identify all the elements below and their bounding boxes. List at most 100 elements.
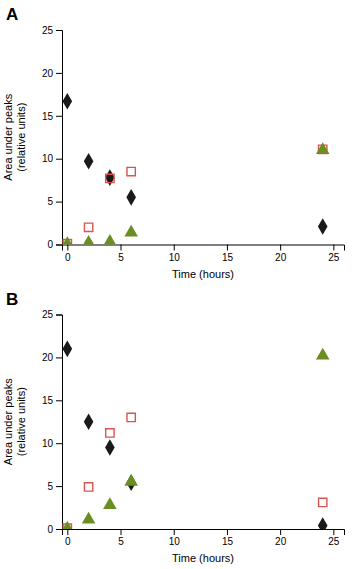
panel: 05101520250510152025Time (hours)Area und…	[2, 290, 345, 565]
panel-label: B	[6, 290, 18, 309]
y-tick: 25	[42, 25, 62, 36]
panel-label: A	[6, 5, 18, 24]
point	[84, 483, 92, 491]
point	[84, 413, 94, 430]
x-tick: 0	[65, 529, 71, 547]
x-tick-mark	[121, 529, 122, 535]
x-tick: 15	[222, 529, 234, 547]
x-tick-mark	[227, 529, 228, 535]
background	[0, 0, 358, 569]
points	[62, 340, 330, 529]
x-tick-mark	[280, 245, 281, 251]
y-tick-label: 25	[42, 25, 54, 36]
series	[62, 348, 330, 529]
y-tick-label: 0	[47, 239, 53, 250]
y-tick-label: 0	[47, 524, 53, 535]
y-axis-title: Area under peaks(relative units)	[2, 378, 27, 465]
point	[124, 474, 138, 486]
plot-area: 05101520250510152025Time (hours)Area und…	[2, 25, 345, 280]
x-tick-label: 0	[65, 252, 71, 263]
x-tick-mark	[67, 529, 68, 535]
y-tick: 25	[42, 309, 62, 320]
series	[62, 142, 330, 244]
y-tick-mark	[56, 529, 62, 530]
y-tick-mark	[56, 486, 62, 487]
y-tick-label: 15	[42, 111, 54, 122]
x-axis: 0 5 10 15 20 25	[63, 245, 345, 263]
x-tick-label: 25	[328, 536, 340, 547]
x-tick-label: 15	[222, 536, 234, 547]
x-tick-mark	[121, 245, 122, 251]
x-tick-label: 15	[222, 252, 234, 263]
x-tick-label: 0	[65, 536, 71, 547]
y-axis-title-line: (relative units)	[15, 387, 27, 456]
point	[106, 174, 114, 182]
x-tick-mark	[67, 245, 68, 251]
x-tick: 10	[169, 245, 181, 263]
y-tick-mark	[56, 245, 62, 246]
x-axis-title: Time (hours)	[172, 552, 234, 564]
point	[318, 517, 328, 529]
x-tick-label: 20	[275, 536, 287, 547]
x-tick-label: 5	[118, 536, 124, 547]
x-tick-mark	[333, 245, 334, 251]
x-tick: 15	[222, 245, 234, 263]
points	[62, 93, 330, 245]
x-tick: 25	[328, 529, 340, 547]
x-tick-label: 10	[169, 536, 181, 547]
x-tick: 25	[328, 245, 340, 263]
y-tick: 5	[47, 481, 62, 492]
x-tick-label: 5	[118, 252, 124, 263]
series	[63, 145, 327, 244]
y-tick-label: 20	[42, 352, 54, 363]
y-tick-mark	[56, 202, 62, 203]
y-tick-mark	[56, 73, 62, 74]
point	[318, 218, 328, 235]
x-tick-mark	[174, 245, 175, 251]
y-axis-title-line: (relative units)	[15, 103, 27, 172]
y-tick: 10	[42, 153, 62, 164]
point	[106, 429, 114, 437]
y-tick-mark	[56, 30, 62, 31]
chart-svg: 0 5 10 15 20 25 0 5 10 15 20 25 Time (hours) Area und…	[0, 0, 358, 569]
y-tick-mark	[56, 159, 62, 160]
x-tick-mark	[333, 529, 334, 535]
point	[84, 223, 92, 231]
x-tick: 5	[118, 529, 124, 547]
point	[103, 234, 117, 244]
point	[63, 340, 73, 357]
y-axis-line	[56, 315, 63, 530]
point	[63, 93, 73, 110]
x-axis-line	[63, 245, 345, 251]
x-tick-mark	[174, 529, 175, 535]
x-axis: 0 5 10 15 20 25	[63, 529, 345, 547]
y-tick: 0	[47, 239, 62, 250]
x-tick: 20	[275, 529, 287, 547]
x-tick-mark	[280, 529, 281, 535]
point	[62, 521, 74, 529]
point	[82, 235, 96, 245]
y-tick-mark	[56, 443, 62, 444]
point	[127, 413, 135, 421]
y-axis: 0510152025	[42, 309, 63, 535]
point	[124, 225, 138, 237]
y-axis-title-line: Area under peaks	[2, 93, 14, 180]
point	[105, 169, 115, 186]
series	[63, 340, 328, 529]
x-tick: 5	[118, 245, 124, 263]
y-tick-mark	[56, 400, 62, 401]
y-axis-line	[56, 31, 63, 246]
x-tick-mark	[227, 245, 228, 251]
plot-area: 05101520250510152025Time (hours)Area und…	[2, 309, 345, 564]
y-tick-label: 10	[42, 438, 54, 449]
x-tick-label: 10	[169, 252, 181, 263]
series	[63, 93, 328, 235]
x-tick-label: 25	[328, 252, 340, 263]
y-tick: 5	[47, 196, 62, 207]
point	[84, 153, 94, 170]
series	[63, 413, 327, 529]
point	[105, 439, 115, 456]
point	[127, 167, 135, 175]
x-tick: 20	[275, 245, 287, 263]
point	[126, 189, 136, 206]
